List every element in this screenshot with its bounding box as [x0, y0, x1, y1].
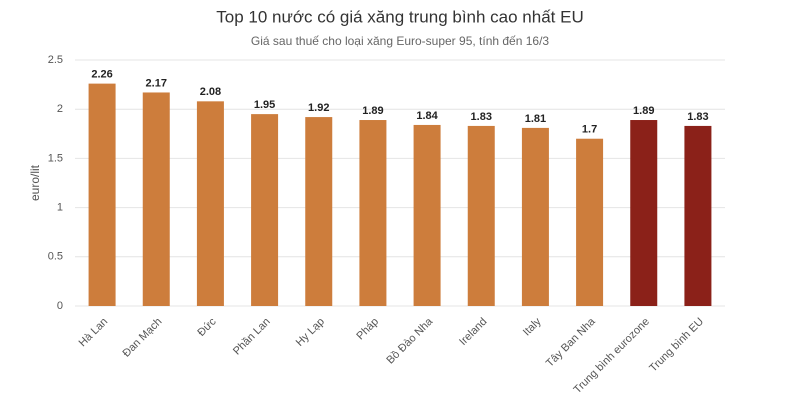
- y-tick-label: 2.5: [48, 54, 63, 66]
- bar: [359, 120, 387, 306]
- value-label: 2.17: [146, 77, 167, 89]
- x-tick-label: Hy Lạp: [294, 316, 327, 349]
- y-tick-label: 1: [57, 202, 63, 214]
- value-label: 1.83: [687, 111, 708, 123]
- chart-title: Top 10 nước có giá xăng trung bình cao n…: [216, 7, 583, 26]
- value-label: 2.08: [200, 86, 221, 98]
- x-tick-label: Đức: [195, 315, 219, 339]
- value-label: 1.89: [362, 105, 383, 117]
- bar: [251, 114, 279, 307]
- bar: [88, 83, 116, 306]
- value-label: 1.83: [471, 111, 492, 123]
- y-axis-label: euro/lit: [28, 164, 42, 201]
- value-label: 1.92: [308, 102, 329, 114]
- value-label: 1.84: [416, 110, 438, 122]
- x-tick-label: Tây Ban Nha: [544, 315, 599, 370]
- y-tick-label: 1.5: [48, 152, 63, 164]
- value-label: 1.89: [633, 105, 654, 117]
- chart-subtitle: Giá sau thuế cho loại xăng Euro-super 95…: [251, 34, 550, 48]
- x-tick-label: Bồ Đào Nha: [384, 315, 435, 366]
- x-tick-label: Ireland: [457, 316, 489, 348]
- x-tick-label: Pháp: [354, 316, 381, 343]
- x-tick-label: Hà Lan: [77, 316, 111, 350]
- bar: [467, 125, 495, 306]
- y-tick-label: 0: [57, 300, 63, 312]
- bar: [305, 117, 333, 307]
- value-label: 1.81: [525, 113, 546, 125]
- x-tick-label: Phần Lan: [231, 316, 273, 358]
- x-tick-label: Italy: [521, 315, 544, 338]
- bar: [684, 125, 712, 306]
- value-label: 1.95: [254, 99, 275, 111]
- value-label: 2.26: [91, 69, 112, 81]
- x-tick-label: Trung bình EU: [647, 316, 706, 375]
- bar: [521, 127, 549, 307]
- bar: [630, 120, 658, 306]
- bar: [142, 92, 170, 306]
- value-label: 1.7: [582, 124, 597, 136]
- y-tick-label: 0.5: [48, 251, 63, 263]
- y-tick-label: 2: [57, 103, 63, 115]
- x-tick-label: Đan Mạch: [120, 316, 164, 360]
- bar: [413, 124, 441, 306]
- bar: [196, 101, 224, 306]
- bar: [576, 138, 604, 306]
